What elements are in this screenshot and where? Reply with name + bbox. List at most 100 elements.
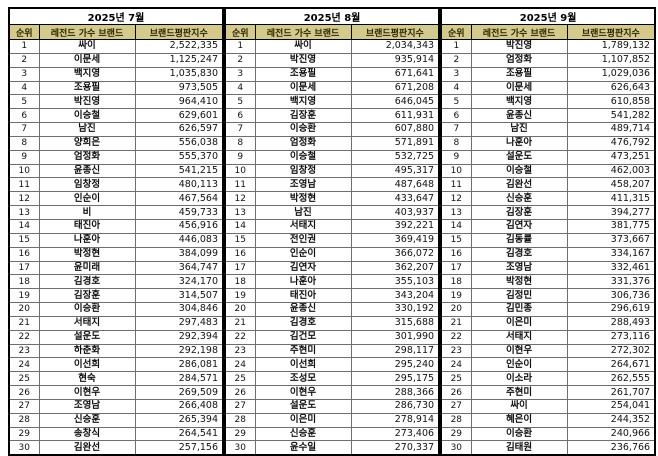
rank-cell: 18: [224, 274, 256, 290]
rank-cell: 2: [224, 52, 256, 68]
column-header-row: 순위 레전드 가수 브랜드 브랜드평판지수: [440, 24, 656, 40]
rank-cell: 13: [440, 205, 472, 220]
brand-cell: 서태지: [38, 315, 136, 331]
index-cell: 264,541: [134, 426, 224, 442]
table-row: 15 전인권 369,419: [224, 232, 440, 248]
table-row: 19 김장훈 314,507: [8, 288, 224, 304]
rank-cell: 18: [440, 274, 472, 290]
brand-cell: 싸이: [470, 398, 568, 414]
index-cell: 284,571: [134, 371, 224, 387]
rank-cell: 25: [224, 371, 256, 387]
table-row: 7 이승환 607,880: [224, 122, 440, 137]
index-cell: 973,505: [134, 80, 224, 96]
index-cell: 2,522,335: [134, 39, 224, 54]
brand-cell: 윤미래: [38, 260, 136, 276]
rank-cell: 24: [8, 357, 40, 373]
rank-cell: 16: [224, 246, 256, 262]
table-row: 13 김장훈 394,277: [440, 205, 656, 220]
table-row: 6 김장훈 611,931: [224, 108, 440, 124]
brand-cell: 임창정: [38, 177, 136, 193]
page: 2025년 7월 순위 레전드 가수 브랜드 브랜드평판지수 1 싸이 2,522,…: [8, 7, 657, 456]
index-cell: 381,775: [566, 218, 656, 234]
brand-cell: 김연자: [470, 218, 568, 234]
rank-cell: 30: [440, 440, 472, 456]
index-cell: 626,597: [134, 122, 224, 137]
rank-cell: 19: [8, 288, 40, 304]
index-cell: 288,366: [350, 385, 440, 400]
index-cell: 458,207: [566, 177, 656, 193]
col-header-brand: 레전드 가수 브랜드: [38, 24, 136, 40]
rank-cell: 28: [224, 412, 256, 428]
index-cell: 264,671: [566, 357, 656, 373]
table-row: 24 이선희 286,081: [8, 357, 224, 373]
brand-cell: 윤종신: [38, 163, 136, 179]
table-row: 25 현숙 284,571: [8, 371, 224, 387]
table-row: 1 박진영 1,789,132: [440, 39, 656, 54]
brand-cell: 백지영: [470, 94, 568, 110]
index-cell: 1,125,247: [134, 52, 224, 68]
brand-cell: 이승철: [38, 108, 136, 124]
brand-cell: 이승환: [38, 302, 136, 317]
table-row: 12 박정현 433,647: [224, 191, 440, 207]
brand-cell: 주현미: [254, 343, 352, 359]
index-cell: 306,736: [566, 288, 656, 304]
index-cell: 292,198: [134, 343, 224, 359]
brand-cell: 송창식: [38, 426, 136, 442]
rank-cell: 20: [224, 302, 256, 317]
index-cell: 240,966: [566, 426, 656, 442]
rank-cell: 27: [8, 398, 40, 414]
index-cell: 394,277: [566, 205, 656, 220]
index-cell: 2,034,343: [350, 39, 440, 54]
rank-cell: 12: [8, 191, 40, 207]
brand-cell: 양희은: [38, 135, 136, 151]
rank-cell: 17: [224, 260, 256, 276]
rank-cell: 22: [224, 329, 256, 345]
table-body: 1 박진영 1,789,132 2 엄정화 1,107,852 3 조용필 1,029,036 4…: [440, 39, 656, 456]
table-row: 17 김연자 362,207: [224, 260, 440, 276]
rank-cell: 15: [8, 232, 40, 248]
brand-cell: 김정민: [470, 288, 568, 304]
brand-cell: 태진아: [254, 288, 352, 304]
rank-cell: 19: [224, 288, 256, 304]
index-cell: 273,406: [350, 426, 440, 442]
index-cell: 646,045: [350, 94, 440, 110]
ranking-tables: 2025년 7월 순위 레전드 가수 브랜드 브랜드평판지수 1 싸이 2,522,…: [8, 7, 657, 456]
brand-cell: 이승환: [470, 426, 568, 442]
rank-cell: 3: [440, 66, 472, 82]
index-cell: 610,858: [566, 94, 656, 110]
col-header-brand: 레전드 가수 브랜드: [470, 24, 568, 40]
table-row: 22 설운도 292,394: [8, 329, 224, 345]
table-row: 30 김태원 236,766: [440, 440, 656, 456]
brand-cell: 서태지: [254, 218, 352, 234]
rank-cell: 14: [224, 218, 256, 234]
index-cell: 411,315: [566, 191, 656, 207]
brand-cell: 나훈아: [470, 135, 568, 151]
column-header-row: 순위 레전드 가수 브랜드 브랜드평판지수: [8, 24, 224, 40]
rank-cell: 5: [8, 94, 40, 110]
rank-cell: 8: [224, 135, 256, 151]
brand-cell: 박정현: [470, 274, 568, 290]
index-cell: 366,072: [350, 246, 440, 262]
table-row: 29 송창식 264,541: [8, 426, 224, 442]
table-row: 7 남진 626,597: [8, 122, 224, 137]
index-cell: 288,493: [566, 315, 656, 331]
rank-cell: 11: [8, 177, 40, 193]
index-cell: 343,204: [350, 288, 440, 304]
brand-cell: 박정현: [254, 191, 352, 207]
rank-cell: 4: [224, 80, 256, 96]
rank-cell: 21: [8, 315, 40, 331]
rank-cell: 26: [440, 385, 472, 400]
table-row: 16 박정현 384,099: [8, 246, 224, 262]
brand-cell: 설운도: [254, 398, 352, 414]
index-cell: 292,394: [134, 329, 224, 345]
index-cell: 392,221: [350, 218, 440, 234]
brand-cell: 조용필: [254, 66, 352, 82]
table-row: 25 이소라 262,555: [440, 371, 656, 387]
index-cell: 297,483: [134, 315, 224, 331]
brand-cell: 김완선: [470, 177, 568, 193]
ranking-table-2025-08: 2025년 8월 순위 레전드 가수 브랜드 브랜드평판지수 1 싸이 2,034,…: [224, 7, 441, 456]
index-cell: 403,937: [350, 205, 440, 220]
table-row: 29 신승훈 273,406: [224, 426, 440, 442]
brand-cell: 윤종신: [470, 108, 568, 124]
rank-cell: 25: [8, 371, 40, 387]
